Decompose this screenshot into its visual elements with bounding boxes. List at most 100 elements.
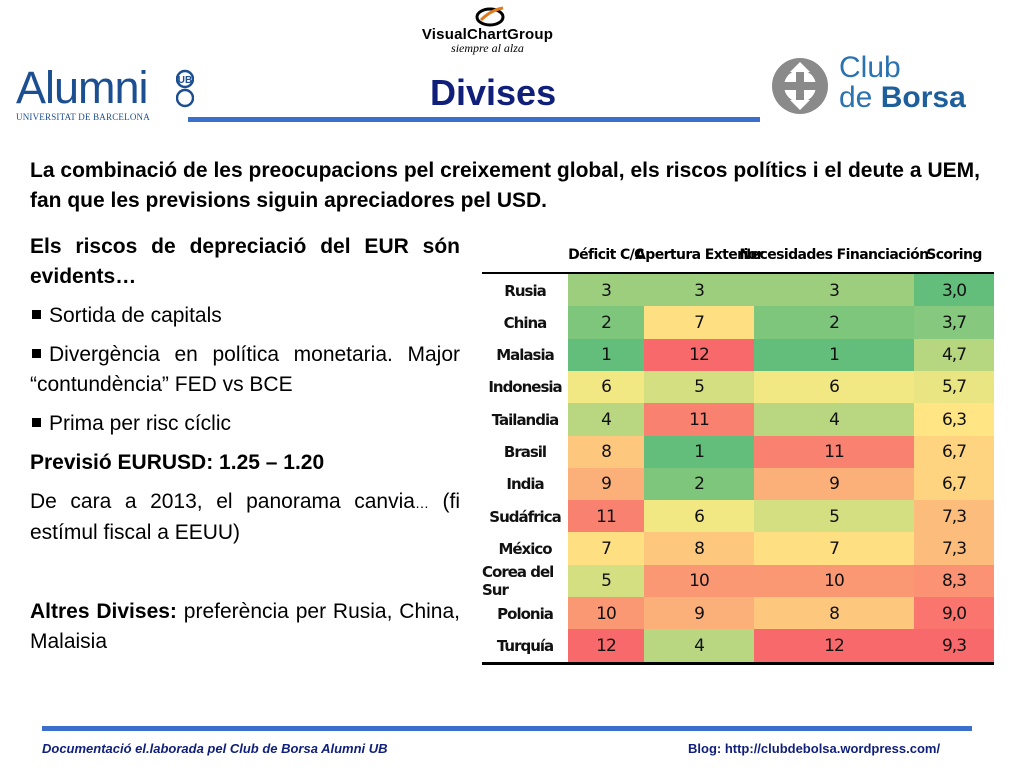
scoring-cell: 3,0 [914,274,994,307]
scoring-cell: 7,3 [914,532,994,566]
table-top-rule [482,272,994,274]
ub-mark-icon: UB [176,69,194,108]
deficit-cell: 7 [568,532,644,566]
bullet-icon [32,418,41,428]
necesidades-cell: 6 [754,370,914,404]
apertura-cell: 1 [644,435,754,469]
bullet-item: Divergència en política monetaria. Major… [30,343,460,396]
scoring-cell: 4,7 [914,338,994,372]
country-cell: Indonesia [482,370,568,404]
deficit-cell: 5 [568,564,644,598]
table-row: Corea del Sur 5 10 10 8,3 [482,563,996,599]
country-cell: Turquía [482,629,568,663]
necesidades-cell: 7 [754,532,914,566]
other-currencies: Altres Divises: preferència per Rusia, C… [30,600,461,653]
footer-credit: Documentació el.laborada pel Club de Bor… [42,741,388,756]
table-row: México 7 8 7 7,3 [482,532,996,566]
alumni-ub-logo: Alumni UB UNIVERSITAT DE BARCELONA [16,62,194,126]
footer-blog-link[interactable]: Blog: http://clubdebolsa.wordpress.com/ [688,741,941,756]
apertura-cell: 12 [644,338,754,372]
visualchartgroup-logo: VisualChartGroup siempre al alza [395,4,580,54]
table-bottom-rule [482,662,994,665]
ub-mark-text: UB [178,75,192,86]
bullet-item: Sortida de capitals [30,301,460,331]
swoosh-icon [475,6,505,27]
apertura-cell: 6 [644,500,754,534]
table-row: Malasia 1 12 1 4,7 [482,338,996,372]
necesidades-cell: 3 [754,274,914,307]
country-cell: Rusia [482,274,568,307]
deficit-cell: 1 [568,338,644,372]
table-row: Rusia 3 3 3 3,0 [482,274,996,307]
apertura-cell: 10 [644,564,754,598]
country-cell: Malasia [482,338,568,372]
country-cell: India [482,467,568,501]
table-row: Polonia 10 9 8 9,0 [482,597,996,630]
alumni-subtitle: UNIVERSITAT DE BARCELONA [16,112,150,122]
scoring-cell: 5,7 [914,370,994,404]
risk-heading: Els riscos de depreciació del EUR són ev… [30,235,460,288]
scoring-cell: 8,3 [914,564,994,598]
deficit-cell: 12 [568,629,644,663]
apertura-cell: 8 [644,532,754,566]
necesidades-cell: 2 [754,306,914,340]
deficit-cell: 2 [568,306,644,340]
table-row: China 2 7 2 3,7 [482,306,996,340]
scoring-cell: 9,3 [914,629,994,663]
deficit-cell: 9 [568,467,644,501]
country-cell: Tailandia [482,403,568,437]
necesidades-cell: 4 [754,403,914,437]
intro-paragraph: La combinació de les preocupacions pel c… [30,159,980,212]
country-cell: China [482,306,568,340]
currency-scoring-table: Déficit C/C Apertura Exterior Necesidade… [482,238,996,668]
apertura-cell: 2 [644,467,754,501]
apertura-cell: 9 [644,597,754,630]
title-divider [188,117,760,122]
eurusd-forecast: Previsió EURUSD: 1.25 – 1.20 [30,451,325,474]
table-row: Turquía 12 4 12 9,3 [482,629,996,663]
club-wordmark: Club [839,51,901,84]
outlook-text: De cara a 2013, el panorama canvia… (fi … [30,490,460,544]
header-scoring: Scoring [926,247,982,263]
gear-arrows-icon [772,58,828,114]
deficit-cell: 6 [568,370,644,404]
apertura-cell: 11 [644,403,754,437]
necesidades-cell: 12 [754,629,914,663]
page-title: Divises [430,72,557,113]
deficit-cell: 10 [568,597,644,630]
necesidades-cell: 9 [754,467,914,501]
apertura-cell: 4 [644,629,754,663]
header-apertura: Apertura Exterior [635,247,764,263]
visualchartgroup-name: VisualChartGroup [421,26,554,43]
deficit-cell: 8 [568,435,644,469]
country-cell: Brasil [482,435,568,469]
deficit-cell: 4 [568,403,644,437]
apertura-cell: 5 [644,370,754,404]
country-cell: Sudáfrica [482,500,568,534]
deficit-cell: 11 [568,500,644,534]
table-row: Sudáfrica 11 6 5 7,3 [482,500,996,534]
footer-divider [42,726,972,731]
alumni-wordmark: Alumni [16,62,149,113]
necesidades-cell: 5 [754,500,914,534]
necesidades-cell: 10 [754,564,914,598]
scoring-cell: 7,3 [914,500,994,534]
country-cell: Corea del Sur [482,563,568,599]
country-cell: México [482,532,568,566]
scoring-cell: 3,7 [914,306,994,340]
apertura-cell: 7 [644,306,754,340]
bullet-icon [32,349,41,359]
scoring-cell: 6,7 [914,435,994,469]
header-deficit: Déficit C/C [568,247,644,263]
necesidades-cell: 11 [754,435,914,469]
left-column: Els riscos de depreciació del EUR són ev… [30,232,460,657]
header-necesidades: Necesidades Financiación [739,247,930,263]
necesidades-cell: 8 [754,597,914,630]
scoring-cell: 6,3 [914,403,994,437]
scoring-cell: 9,0 [914,597,994,630]
apertura-cell: 3 [644,274,754,307]
deficit-cell: 3 [568,274,644,307]
necesidades-cell: 1 [754,338,914,372]
scoring-cell: 6,7 [914,467,994,501]
table-row: India 9 2 9 6,7 [482,467,996,501]
